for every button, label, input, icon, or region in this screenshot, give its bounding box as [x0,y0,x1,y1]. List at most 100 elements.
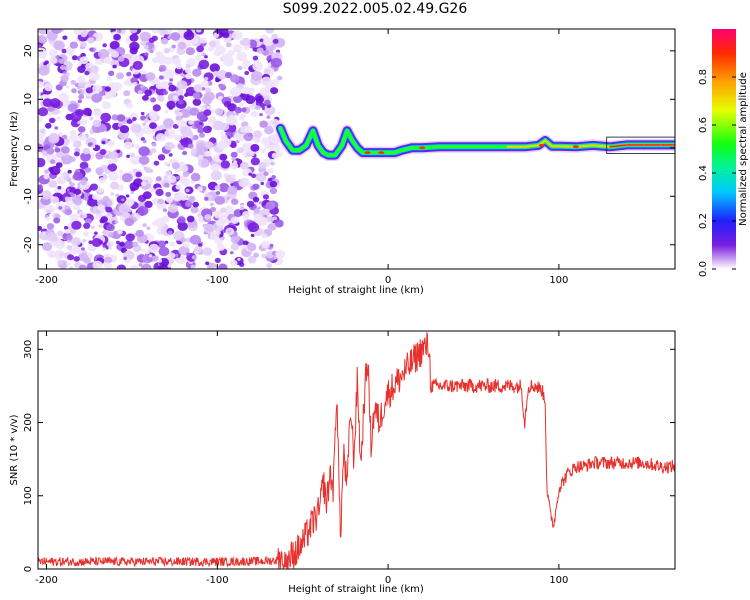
noise-blob [148,243,160,253]
noise-blob [63,225,69,230]
noise-blob [272,216,278,221]
noise-blob [260,148,266,153]
noise-blob [232,44,243,53]
noise-blob [141,248,146,253]
noise-blob [185,188,190,193]
noise-blob [81,119,88,125]
noise-blob [142,122,146,126]
noise-blob [216,219,225,227]
noise-blob [79,264,87,269]
noise-blob [65,85,70,89]
noise-blob [69,266,74,269]
noise-blob [152,104,161,112]
noise-blob [123,141,133,150]
y-tick-label: -20 [23,237,34,253]
noise-blob [169,78,174,82]
noise-blob [237,147,245,154]
noise-blob [43,174,50,180]
noise-blob [164,129,176,139]
noise-blob [218,263,228,269]
noise-blob [164,240,169,244]
noise-blob [250,106,255,110]
noise-blob [230,86,242,97]
noise-blob [219,153,228,161]
noise-blob [38,185,43,191]
noise-blob [38,116,43,123]
noise-blob [100,112,112,123]
noise-blob [167,230,173,235]
noise-blob [107,163,118,172]
noise-blob [192,68,202,77]
noise-blob [84,70,90,76]
noise-blob [253,130,263,139]
noise-blob [228,114,235,120]
noise-blob [79,56,89,65]
noise-blob [116,29,122,34]
noise-blob [229,74,240,83]
noise-blob [176,80,188,90]
noise-blob [53,217,61,224]
noise-blob [270,57,283,68]
noise-blob [98,91,105,97]
noise-blob [193,84,203,93]
noise-blob [118,203,130,214]
noise-blob [255,173,267,183]
noise-blob [250,144,260,152]
noise-blob [249,150,255,155]
snr-y-label: SNR (10 * v/v) [9,414,20,485]
noise-blob [142,223,147,228]
noise-blob [212,32,220,39]
noise-blob [192,98,202,106]
noise-blob [89,116,94,121]
noise-blob [129,182,140,191]
noise-blob [151,255,159,262]
noise-blob [261,233,268,239]
noise-blob [75,109,84,117]
noise-blob [204,214,212,220]
noise-blob [220,160,230,169]
noise-blob [218,182,230,193]
noise-blob [142,95,149,101]
noise-blob [64,65,71,72]
noise-blob [241,142,253,152]
noise-blob [38,107,49,117]
signal-track-core [592,144,612,148]
noise-blob [158,246,170,257]
noise-blob [199,132,205,138]
noise-blob [64,208,73,216]
noise-blob [83,257,91,264]
noise-blob [137,90,143,95]
noise-blob [247,243,257,252]
noise-blob [70,79,76,85]
spectrogram-x-label: Height of straight line (km) [288,285,424,296]
noise-blob [204,141,214,150]
y-tick-label: 20 [23,44,34,57]
noise-blob [100,216,108,223]
noise-blob [123,80,130,86]
noise-blob [38,65,50,76]
noise-blob [265,201,276,210]
noise-blob [183,242,190,248]
x-tick-label: -200 [35,575,58,586]
noise-blob [92,84,103,94]
noise-blob [198,158,210,169]
noise-blob [183,30,195,41]
noise-blob [130,191,134,195]
noise-blob [172,144,176,148]
noise-blob [62,35,68,40]
noise-blob [126,154,130,158]
noise-blob [107,160,113,165]
noise-blob [92,260,103,269]
noise-blob [179,108,192,118]
noise-blob [224,205,235,215]
noise-blob [261,137,271,146]
noise-blob [46,147,55,155]
noise-blob [80,152,91,162]
noise-blob [230,259,238,267]
noise-blob [216,70,228,80]
noise-blob [170,32,181,41]
noise-blob [144,167,152,174]
noise-blob [190,172,201,182]
noise-blob [66,245,73,250]
noise-blob [57,259,64,265]
